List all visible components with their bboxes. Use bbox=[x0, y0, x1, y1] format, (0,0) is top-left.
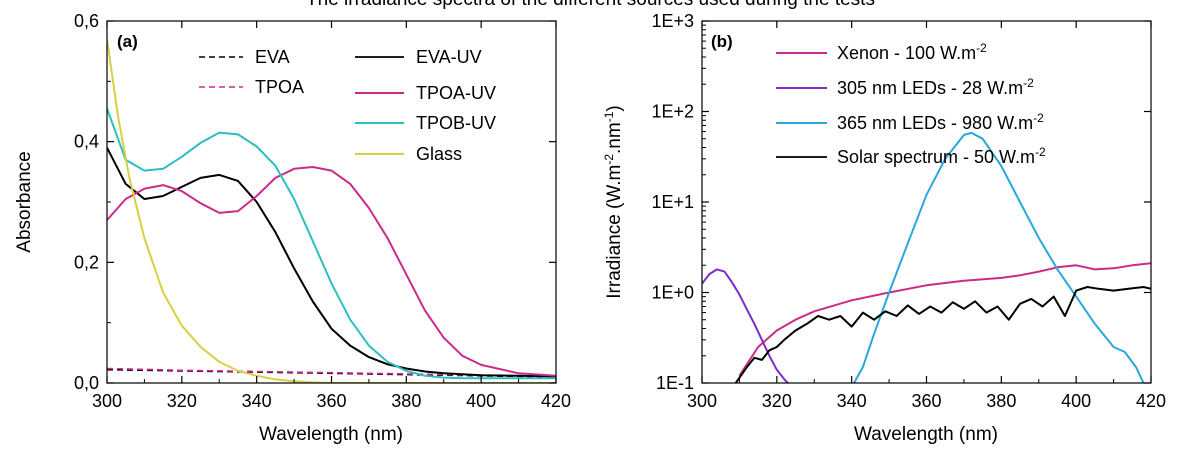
panel-a: 300 320 340 360 380 400 420 0,0 0,2 0,4 0,6 (a) Wa… bbox=[14, 11, 571, 445]
y-tick-label: 1E+3 bbox=[651, 11, 694, 31]
y-tick-label: 0,2 bbox=[74, 252, 99, 272]
legend-label-eva: EVA bbox=[255, 47, 290, 67]
legend-label-305nm-leds: 305 nm LEDs - 28 W.m-2 bbox=[837, 76, 1034, 98]
panel-b: 300 320 340 360 380 400 420 1E-1 1E+0 1E+1 1E+2 1E+… bbox=[602, 11, 1166, 445]
legend-label-tpob-uv: TPOB-UV bbox=[416, 113, 496, 133]
panel-b-series bbox=[702, 131, 1151, 383]
x-tick-label: 360 bbox=[316, 391, 346, 411]
x-tick-label: 400 bbox=[466, 391, 496, 411]
legend-label-solar-spectrum: Solar spectrum - 50 W.m-2 bbox=[837, 145, 1046, 167]
series-line-b-365-nm-leds-980-w-m bbox=[852, 131, 1145, 383]
series-line-a-tpoa-uv bbox=[107, 166, 556, 377]
series-line-a-eva-uv bbox=[107, 147, 556, 378]
legend-label-glass: Glass bbox=[416, 144, 462, 164]
y-tick-label: 0,0 bbox=[74, 373, 99, 393]
legend-label-tpoa-uv: TPOA-UV bbox=[416, 83, 496, 103]
x-tick-label: 340 bbox=[242, 391, 272, 411]
y-tick-label: 0,6 bbox=[74, 11, 99, 31]
panel-a-y-axis-label: Absorbance bbox=[14, 151, 35, 252]
x-tick-label: 300 bbox=[92, 391, 122, 411]
x-tick-label: 380 bbox=[986, 391, 1016, 411]
panel-b-x-axis-label: Wavelength (nm) bbox=[854, 424, 998, 445]
panel-b-label: (b) bbox=[711, 32, 733, 51]
x-tick-label: 320 bbox=[167, 391, 197, 411]
x-tick-label: 340 bbox=[837, 391, 867, 411]
y-tick-label: 1E+2 bbox=[651, 102, 694, 122]
panel-b-ticks: 300 320 340 360 380 400 420 1E-1 1E+0 1E+1 1E+2 1E+… bbox=[651, 11, 1166, 411]
panel-b-legend: Xenon - 100 W.m-2 305 nm LEDs - 28 W.m-2… bbox=[776, 41, 1046, 167]
series-line-b-305-nm-leds-28-w-m bbox=[702, 268, 790, 383]
y-tick-label: 1E-1 bbox=[656, 373, 694, 393]
x-tick-label: 300 bbox=[687, 391, 717, 411]
panel-a-legend: EVA TPOA EVA-UV TPOA-UV TPOB-UV Glass bbox=[199, 47, 496, 164]
legend-label-365nm-leds: 365 nm LEDs - 980 W.m-2 bbox=[837, 111, 1044, 133]
x-tick-label: 420 bbox=[541, 391, 571, 411]
panel-a-label: (a) bbox=[117, 32, 138, 51]
x-tick-label: 320 bbox=[762, 391, 792, 411]
y-tick-label: 1E+1 bbox=[651, 192, 694, 212]
x-tick-label: 400 bbox=[1061, 391, 1091, 411]
figure-caption-fragment: The irradiance spectra of the different … bbox=[0, 0, 1181, 11]
legend-label-tpoa: TPOA bbox=[255, 77, 304, 97]
series-line-b-xenon-100-w-m bbox=[738, 262, 1151, 377]
y-tick-label: 0,4 bbox=[74, 132, 99, 152]
panel-b-frame bbox=[701, 20, 1152, 384]
series-line-b-solar-spectrum-50-w-m bbox=[734, 286, 1151, 383]
legend-label-xenon: Xenon - 100 W.m-2 bbox=[837, 41, 987, 63]
series-line-a-tpob-uv bbox=[107, 108, 556, 380]
panel-b-y-axis-label: Irradiance (W.m-2.nm-1) bbox=[602, 105, 625, 298]
y-tick-label: 1E+0 bbox=[651, 283, 694, 303]
legend-label-eva-uv: EVA-UV bbox=[416, 47, 482, 67]
x-tick-label: 360 bbox=[911, 391, 941, 411]
panel-a-ticks: 300 320 340 360 380 400 420 0,0 0,2 0,4 0,6 bbox=[74, 11, 571, 411]
x-tick-label: 380 bbox=[391, 391, 421, 411]
panel-a-x-axis-label: Wavelength (nm) bbox=[259, 424, 403, 445]
x-tick-label: 420 bbox=[1136, 391, 1166, 411]
